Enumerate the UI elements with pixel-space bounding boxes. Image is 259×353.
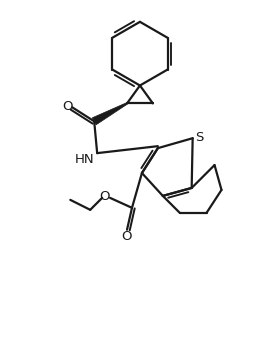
Text: S: S bbox=[196, 131, 204, 144]
Text: O: O bbox=[62, 100, 73, 113]
Polygon shape bbox=[92, 103, 127, 125]
Text: O: O bbox=[121, 230, 131, 243]
Text: HN: HN bbox=[74, 152, 94, 166]
Text: O: O bbox=[99, 190, 109, 203]
